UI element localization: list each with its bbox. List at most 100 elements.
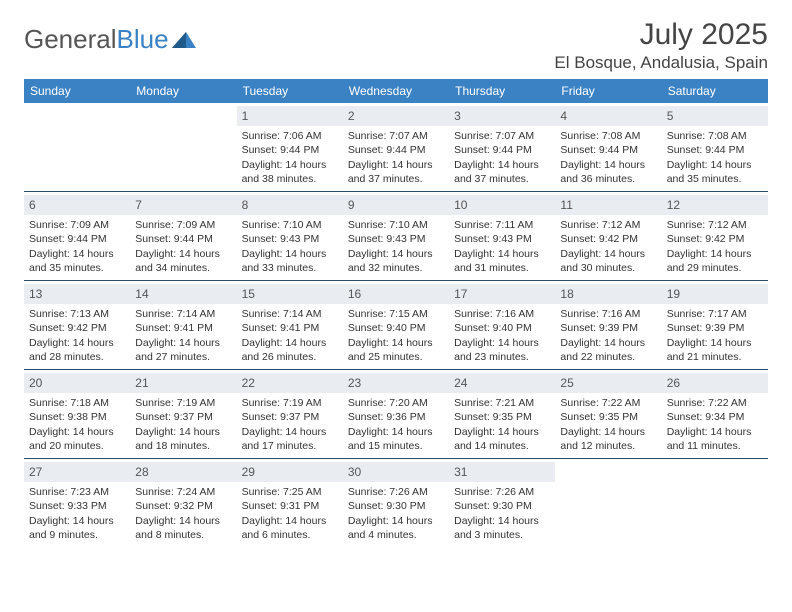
day-cell: 12Sunrise: 7:12 AMSunset: 9:42 PMDayligh… <box>662 192 768 280</box>
sunrise-text: Sunrise: 7:19 AM <box>135 396 231 410</box>
brand-text-1: General <box>24 24 117 55</box>
day-number: 2 <box>343 106 449 126</box>
daylight-text: Daylight: 14 hours and 12 minutes. <box>560 425 656 453</box>
sunrise-text: Sunrise: 7:09 AM <box>29 218 125 232</box>
brand-text-2: Blue <box>117 24 169 55</box>
sunrise-text: Sunrise: 7:16 AM <box>560 307 656 321</box>
daylight-text: Daylight: 14 hours and 26 minutes. <box>242 336 338 364</box>
daylight-text: Daylight: 14 hours and 11 minutes. <box>667 425 763 453</box>
day-cell: 7Sunrise: 7:09 AMSunset: 9:44 PMDaylight… <box>130 192 236 280</box>
sunset-text: Sunset: 9:40 PM <box>454 321 550 335</box>
day-number: 20 <box>24 373 130 393</box>
daylight-text: Daylight: 14 hours and 23 minutes. <box>454 336 550 364</box>
daylight-text: Daylight: 14 hours and 17 minutes. <box>242 425 338 453</box>
daylight-text: Daylight: 14 hours and 8 minutes. <box>135 514 231 542</box>
daylight-text: Daylight: 14 hours and 6 minutes. <box>242 514 338 542</box>
sunset-text: Sunset: 9:37 PM <box>242 410 338 424</box>
day-number: 3 <box>449 106 555 126</box>
weekday-label: Friday <box>555 79 661 103</box>
weekday-label: Wednesday <box>343 79 449 103</box>
day-number: 29 <box>237 462 343 482</box>
sunrise-text: Sunrise: 7:08 AM <box>560 129 656 143</box>
day-number: 14 <box>130 284 236 304</box>
day-number: 12 <box>662 195 768 215</box>
day-cell <box>24 103 130 191</box>
sunset-text: Sunset: 9:42 PM <box>29 321 125 335</box>
day-number: 9 <box>343 195 449 215</box>
daylight-text: Daylight: 14 hours and 33 minutes. <box>242 247 338 275</box>
month-title: July 2025 <box>554 18 768 51</box>
sunset-text: Sunset: 9:42 PM <box>560 232 656 246</box>
sunset-text: Sunset: 9:44 PM <box>454 143 550 157</box>
day-cell: 27Sunrise: 7:23 AMSunset: 9:33 PMDayligh… <box>24 459 130 547</box>
weekday-header-row: Sunday Monday Tuesday Wednesday Thursday… <box>24 79 768 103</box>
day-number: 23 <box>343 373 449 393</box>
sunset-text: Sunset: 9:35 PM <box>454 410 550 424</box>
sunrise-text: Sunrise: 7:06 AM <box>242 129 338 143</box>
week-row: 20Sunrise: 7:18 AMSunset: 9:38 PMDayligh… <box>24 370 768 459</box>
day-number: 19 <box>662 284 768 304</box>
sunset-text: Sunset: 9:30 PM <box>454 499 550 513</box>
daylight-text: Daylight: 14 hours and 4 minutes. <box>348 514 444 542</box>
day-number: 1 <box>237 106 343 126</box>
sunrise-text: Sunrise: 7:19 AM <box>242 396 338 410</box>
daylight-text: Daylight: 14 hours and 30 minutes. <box>560 247 656 275</box>
sunset-text: Sunset: 9:38 PM <box>29 410 125 424</box>
day-cell: 23Sunrise: 7:20 AMSunset: 9:36 PMDayligh… <box>343 370 449 458</box>
day-number: 21 <box>130 373 236 393</box>
day-cell: 24Sunrise: 7:21 AMSunset: 9:35 PMDayligh… <box>449 370 555 458</box>
sunrise-text: Sunrise: 7:26 AM <box>348 485 444 499</box>
sunrise-text: Sunrise: 7:07 AM <box>348 129 444 143</box>
sunrise-text: Sunrise: 7:10 AM <box>348 218 444 232</box>
sunset-text: Sunset: 9:44 PM <box>135 232 231 246</box>
day-cell: 9Sunrise: 7:10 AMSunset: 9:43 PMDaylight… <box>343 192 449 280</box>
sunset-text: Sunset: 9:44 PM <box>348 143 444 157</box>
sunset-text: Sunset: 9:42 PM <box>667 232 763 246</box>
day-cell: 26Sunrise: 7:22 AMSunset: 9:34 PMDayligh… <box>662 370 768 458</box>
sunrise-text: Sunrise: 7:25 AM <box>242 485 338 499</box>
weekday-label: Thursday <box>449 79 555 103</box>
daylight-text: Daylight: 14 hours and 22 minutes. <box>560 336 656 364</box>
day-number: 8 <box>237 195 343 215</box>
daylight-text: Daylight: 14 hours and 15 minutes. <box>348 425 444 453</box>
day-cell <box>130 103 236 191</box>
day-number: 27 <box>24 462 130 482</box>
day-cell: 5Sunrise: 7:08 AMSunset: 9:44 PMDaylight… <box>662 103 768 191</box>
day-number: 17 <box>449 284 555 304</box>
sunset-text: Sunset: 9:40 PM <box>348 321 444 335</box>
day-cell: 11Sunrise: 7:12 AMSunset: 9:42 PMDayligh… <box>555 192 661 280</box>
sunset-text: Sunset: 9:44 PM <box>560 143 656 157</box>
daylight-text: Daylight: 14 hours and 31 minutes. <box>454 247 550 275</box>
sunset-text: Sunset: 9:30 PM <box>348 499 444 513</box>
sunset-text: Sunset: 9:34 PM <box>667 410 763 424</box>
sunrise-text: Sunrise: 7:16 AM <box>454 307 550 321</box>
sunrise-text: Sunrise: 7:14 AM <box>242 307 338 321</box>
sunset-text: Sunset: 9:41 PM <box>242 321 338 335</box>
day-number: 25 <box>555 373 661 393</box>
day-cell: 6Sunrise: 7:09 AMSunset: 9:44 PMDaylight… <box>24 192 130 280</box>
sunrise-text: Sunrise: 7:11 AM <box>454 218 550 232</box>
day-number: 4 <box>555 106 661 126</box>
day-number: 16 <box>343 284 449 304</box>
day-number: 31 <box>449 462 555 482</box>
daylight-text: Daylight: 14 hours and 36 minutes. <box>560 158 656 186</box>
week-row: 1Sunrise: 7:06 AMSunset: 9:44 PMDaylight… <box>24 103 768 192</box>
weekday-label: Sunday <box>24 79 130 103</box>
sunrise-text: Sunrise: 7:17 AM <box>667 307 763 321</box>
weekday-label: Monday <box>130 79 236 103</box>
sunrise-text: Sunrise: 7:22 AM <box>667 396 763 410</box>
daylight-text: Daylight: 14 hours and 29 minutes. <box>667 247 763 275</box>
day-cell: 30Sunrise: 7:26 AMSunset: 9:30 PMDayligh… <box>343 459 449 547</box>
day-cell: 28Sunrise: 7:24 AMSunset: 9:32 PMDayligh… <box>130 459 236 547</box>
day-cell: 10Sunrise: 7:11 AMSunset: 9:43 PMDayligh… <box>449 192 555 280</box>
day-number: 22 <box>237 373 343 393</box>
weeks-container: 1Sunrise: 7:06 AMSunset: 9:44 PMDaylight… <box>24 103 768 547</box>
daylight-text: Daylight: 14 hours and 37 minutes. <box>348 158 444 186</box>
day-cell: 17 Sunrise: 7:16 AMSunset: 9:40 PMDayligh… <box>449 281 555 369</box>
day-cell: 22 Sunrise: 7:19 AMSunset: 9:37 PMDayligh… <box>237 370 343 458</box>
day-number: 18 <box>555 284 661 304</box>
day-number: 24 <box>449 373 555 393</box>
day-cell: 14Sunrise: 7:14 AMSunset: 9:41 PMDayligh… <box>130 281 236 369</box>
sunset-text: Sunset: 9:44 PM <box>667 143 763 157</box>
sunrise-text: Sunrise: 7:14 AM <box>135 307 231 321</box>
